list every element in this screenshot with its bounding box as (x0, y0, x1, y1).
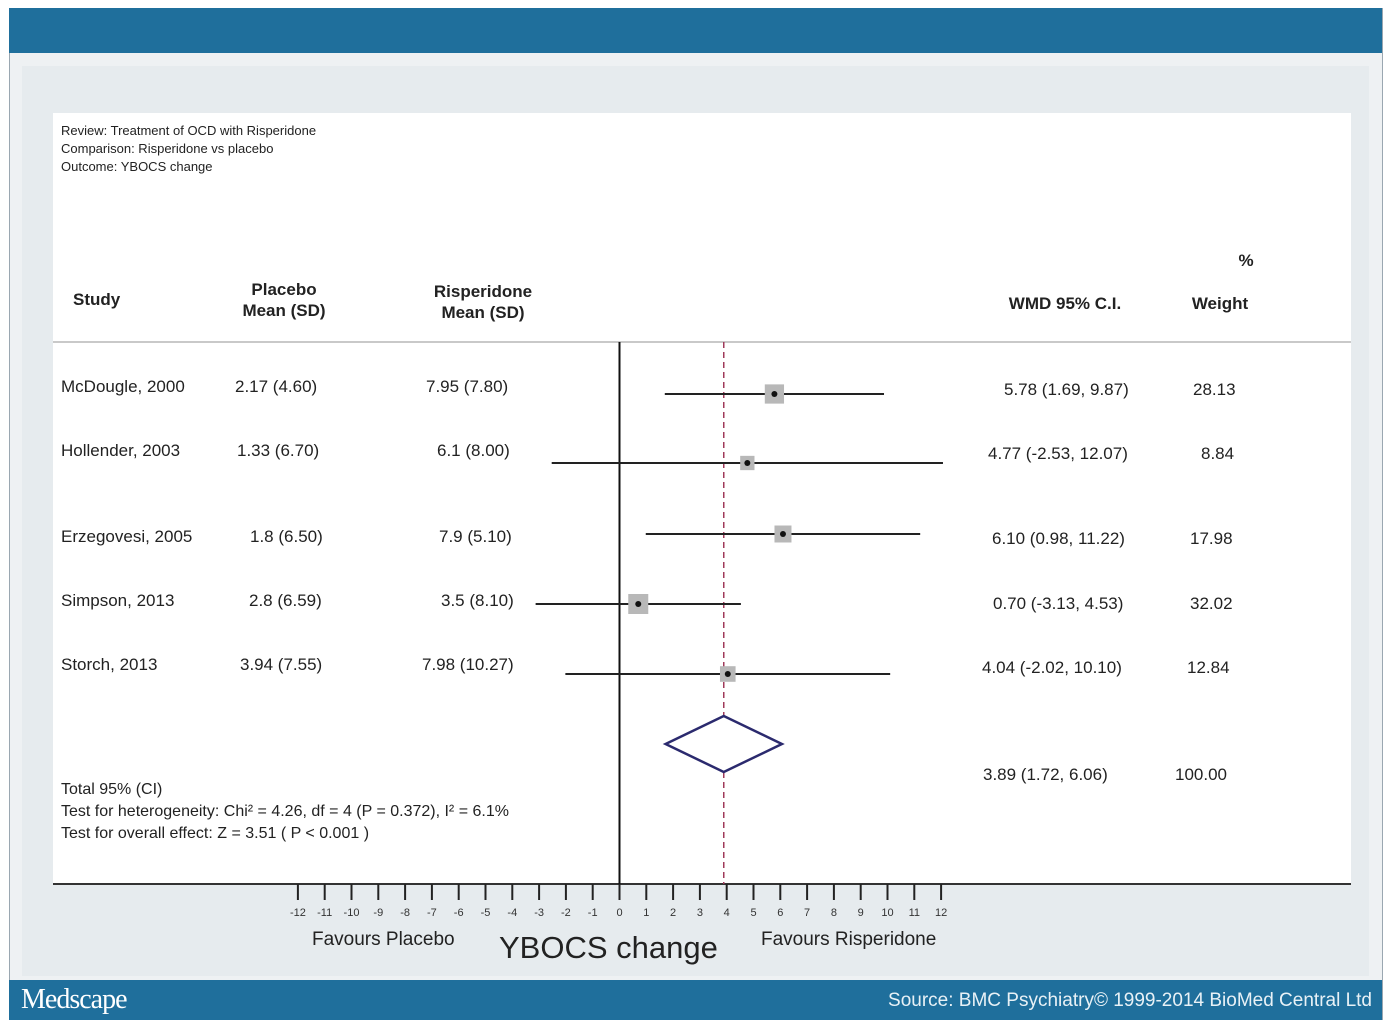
pooled-weight-value: 100.00 (1175, 765, 1227, 784)
col-header-study: Study (73, 290, 121, 309)
x-tick-label: 12 (935, 907, 947, 919)
ci-value: 0.70 (-3.13, 4.53) (993, 594, 1124, 613)
study-name: Storch, 2013 (61, 655, 158, 674)
overall-effect-test: Test for overall effect: Z = 3.51 ( P < … (61, 825, 370, 842)
placebo-value: 2.17 (4.60) (235, 377, 318, 396)
col-header-wmd: WMD 95% C.I. (1008, 294, 1122, 313)
weight-value: 12.84 (1187, 658, 1230, 677)
study-name: Erzegovesi, 2005 (61, 527, 193, 546)
col-header-placebo: Placebo Mean (SD) (214, 279, 354, 321)
x-tick-label: -7 (427, 907, 437, 919)
x-tick-label: -9 (373, 907, 383, 919)
study-name: McDougle, 2000 (61, 377, 185, 396)
point-estimate (771, 391, 778, 397)
x-tick-label: 4 (724, 907, 730, 919)
x-tick-label: -4 (507, 907, 517, 919)
point-estimate (744, 460, 751, 466)
x-tick-label: 1 (643, 907, 649, 919)
x-axis-title: YBOCS change (499, 930, 718, 965)
risperidone-value: 7.98 (10.27) (422, 655, 514, 674)
x-tick-label: -1 (588, 907, 598, 919)
risperidone-value: 6.1 (8.00) (437, 441, 510, 460)
comparison-label: Comparison: Risperidone vs placebo (61, 141, 274, 156)
total-label: Total 95% (CI) (61, 781, 163, 798)
col-header-risperidone-l1: Risperidone (433, 282, 533, 301)
study-name: Hollender, 2003 (61, 441, 181, 460)
favours-risperidone-label: Favours Risperidone (761, 929, 937, 950)
placebo-value: 2.8 (6.59) (249, 591, 322, 610)
outcome-label: Outcome: YBOCS change (61, 159, 213, 174)
x-tick-label: 5 (750, 907, 756, 919)
x-tick-label: 6 (777, 907, 783, 919)
x-tick-label: 7 (804, 907, 810, 919)
x-tick-label: -11 (317, 907, 332, 919)
point-estimate (779, 531, 786, 537)
placebo-value: 1.8 (6.50) (250, 527, 323, 546)
col-header-weight-l2: Weight (1191, 294, 1249, 313)
heterogeneity-test: Test for heterogeneity: Chi² = 4.26, df … (61, 803, 509, 820)
favours-placebo-label: Favours Placebo (312, 929, 455, 950)
weight-value: 8.84 (1201, 444, 1235, 463)
risperidone-value: 7.9 (5.10) (439, 527, 512, 546)
study-name: Simpson, 2013 (61, 591, 175, 610)
medscape-logo: Medscape (21, 984, 128, 1015)
x-tick-label: 3 (697, 907, 703, 919)
footer-bar: Medscape Source: BMC Psychiatry© 1999-20… (9, 980, 1382, 1020)
x-tick-label: -3 (534, 907, 544, 919)
placebo-value: 3.94 (7.55) (240, 655, 323, 674)
x-tick-label: -8 (400, 907, 410, 919)
x-tick-label: -10 (344, 907, 360, 919)
x-tick-label: -2 (561, 907, 571, 919)
x-tick-label: -6 (454, 907, 464, 919)
ci-value: 5.78 (1.69, 9.87) (1004, 380, 1129, 399)
risperidone-value: 3.5 (8.10) (441, 591, 514, 610)
x-tick-label: 2 (670, 907, 676, 919)
x-tick-label: 9 (858, 907, 864, 919)
weight-value: 32.02 (1190, 594, 1233, 613)
x-tick-label: 0 (616, 907, 622, 919)
weight-value: 17.98 (1190, 529, 1233, 548)
weight-value: 28.13 (1193, 380, 1236, 399)
ci-value: 6.10 (0.98, 11.22) (992, 529, 1125, 548)
x-tick-label: -5 (481, 907, 491, 919)
top-bar (9, 8, 1382, 53)
risperidone-value: 7.95 (7.80) (426, 377, 509, 396)
col-header-risperidone-l2: Mean (SD) (441, 303, 525, 322)
pooled-ci-value: 3.89 (1.72, 6.06) (983, 765, 1108, 784)
ci-value: 4.77 (-2.53, 12.07) (988, 444, 1128, 463)
placebo-value: 1.33 (6.70) (237, 441, 320, 460)
col-header-risperidone: Risperidone Mean (SD) (413, 281, 553, 323)
ci-value: 4.04 (-2.02, 10.10) (982, 658, 1122, 677)
col-header-placebo-l2: Mean (SD) (242, 301, 326, 320)
pooled-diamond (662, 714, 785, 774)
source-credit: Source: BMC Psychiatry© 1999-2014 BioMed… (888, 990, 1372, 1011)
x-tick-label: 10 (881, 907, 893, 919)
point-estimate (724, 671, 731, 677)
col-header-placebo-l1: Placebo (251, 280, 317, 299)
x-tick-label: 11 (909, 907, 920, 919)
x-tick-label: 8 (831, 907, 837, 919)
x-tick-label: -12 (290, 907, 306, 919)
col-header-weight-l1: % (1238, 251, 1254, 270)
point-estimate (635, 601, 642, 607)
review-label: Review: Treatment of OCD with Risperidon… (61, 123, 317, 138)
